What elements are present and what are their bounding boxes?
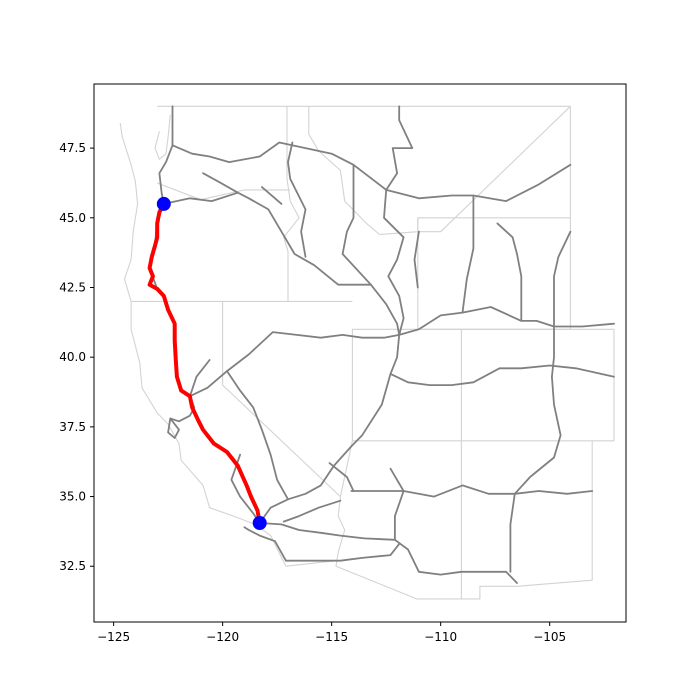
state-border (352, 328, 462, 442)
route-start-marker (156, 196, 171, 211)
highway-line (389, 467, 405, 541)
highway-line (188, 370, 228, 398)
highway-line (341, 163, 372, 286)
highway-line (230, 453, 261, 524)
state-border (285, 560, 337, 567)
state-border (119, 122, 287, 567)
x-tick-label: −105 (533, 630, 566, 644)
highway-line (243, 526, 287, 562)
highway-line (260, 186, 283, 205)
highway-line (509, 492, 516, 573)
state-border (222, 301, 341, 497)
y-tick-label: 32.5 (59, 559, 86, 573)
highway-line (287, 141, 307, 258)
y-tick-label: 40.0 (59, 350, 86, 364)
highway-line (461, 194, 475, 314)
ticks-layer: −125 −120 −115 −110 −105 32.5 35.0 37.5 40.0 42.5… (59, 141, 566, 644)
highway-line (158, 105, 174, 205)
highway-line (284, 543, 401, 562)
highway-line (162, 191, 401, 336)
x-tick-label: −120 (206, 630, 239, 644)
state-border (335, 496, 462, 600)
state-border (461, 328, 615, 442)
state-border (154, 114, 171, 160)
state-border (283, 106, 300, 302)
highway-line (188, 359, 211, 398)
y-tick-label: 37.5 (59, 420, 86, 434)
y-tick-label: 42.5 (59, 280, 86, 294)
highway-line (258, 333, 401, 524)
y-tick-label: 45.0 (59, 211, 86, 225)
state-border (339, 217, 419, 497)
highway-line (398, 306, 615, 336)
route-end-marker (252, 516, 267, 530)
state-border (308, 106, 418, 236)
axes-frame (93, 83, 627, 623)
route-line (147, 201, 262, 525)
highway-line (553, 230, 572, 328)
highway-line (167, 417, 180, 439)
map-layer (119, 105, 615, 600)
highway-line (226, 370, 289, 501)
highway-line (389, 364, 615, 387)
y-tick-label: 47.5 (59, 141, 86, 155)
x-tick-label: −125 (97, 630, 130, 644)
highway-line (171, 141, 572, 203)
highway-line (226, 331, 401, 373)
highway-line (383, 105, 414, 336)
highway-line (328, 462, 355, 492)
highway-line (413, 230, 420, 289)
highway-line (282, 499, 342, 523)
highway-line (350, 484, 594, 498)
x-tick-label: −115 (315, 630, 348, 644)
x-tick-label: −110 (424, 630, 457, 644)
state-border (417, 105, 571, 233)
highway-line (496, 222, 523, 322)
y-tick-label: 35.0 (59, 490, 86, 504)
highway-line (202, 172, 239, 194)
state-border (157, 182, 291, 201)
highway-line (513, 325, 562, 495)
highway-line (258, 522, 518, 584)
